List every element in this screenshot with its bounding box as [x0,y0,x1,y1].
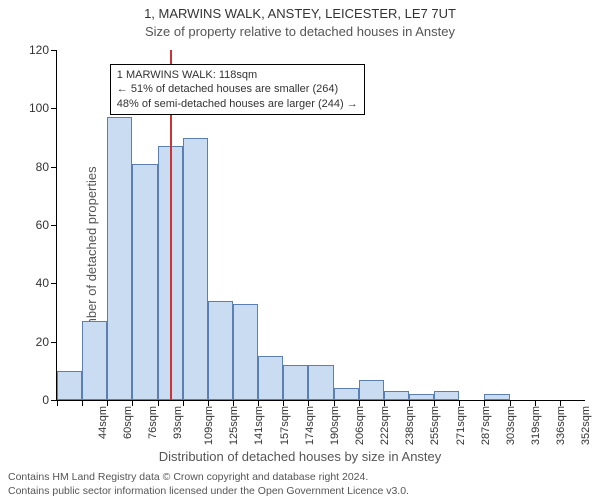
xtick-label: 255sqm [430,406,442,445]
figure-container: 1, MARWINS WALK, ANSTEY, LEICESTER, LE7 … [0,0,600,500]
ytick-label: 60 [36,218,49,232]
ytick-mark [51,108,57,109]
credits-line-2: Contains public sector information licen… [8,484,409,498]
xtick-mark [459,400,460,406]
ytick-mark [51,225,57,226]
xtick-label: 352sqm [580,406,592,445]
xtick-mark [107,400,108,406]
histogram-bar [308,365,333,400]
xtick-label: 190sqm [329,406,341,445]
xtick-mark [359,400,360,406]
credits: Contains HM Land Registry data © Crown c… [8,470,409,498]
xtick-label: 93sqm [172,406,184,439]
histogram-bar [409,394,434,400]
ytick-label: 40 [36,276,49,290]
ytick-label: 20 [36,335,49,349]
xtick-mark [158,400,159,406]
histogram-bar [233,304,258,400]
ytick-label: 100 [29,101,49,115]
xtick-label: 206sqm [354,406,366,445]
histogram-bar [132,164,157,400]
xtick-mark [57,400,58,406]
histogram-bar [484,394,509,400]
xtick-mark [283,400,284,406]
histogram-bar [384,391,409,400]
xtick-label: 141sqm [254,406,266,445]
ytick-mark [51,283,57,284]
histogram-bar [434,391,459,400]
ytick-mark [51,50,57,51]
xtick-mark [434,400,435,406]
histogram-bar [283,365,308,400]
ytick-label: 0 [42,393,49,407]
xtick-label: 157sqm [279,406,291,445]
xtick-mark [334,400,335,406]
xtick-mark [484,400,485,406]
ytick-mark [51,167,57,168]
xtick-label: 319sqm [530,406,542,445]
xtick-mark [208,400,209,406]
xtick-label: 60sqm [122,406,134,439]
xtick-label: 109sqm [203,406,215,445]
ytick-label: 80 [36,160,49,174]
chart-area: Number of detached properties 1 MARWINS … [0,46,600,466]
histogram-bar [82,321,107,400]
annotation-line-2: ← 51% of detached houses are smaller (26… [117,82,358,96]
xtick-label: 287sqm [480,406,492,445]
xtick-mark [233,400,234,406]
xtick-mark [308,400,309,406]
xtick-mark [510,400,511,406]
ytick-mark [51,342,57,343]
histogram-bar [258,356,283,400]
histogram-bar [334,388,359,400]
xtick-label: 222sqm [379,406,391,445]
xtick-label: 125sqm [228,406,240,445]
xtick-label: 174sqm [304,406,316,445]
histogram-bar [359,380,384,400]
xtick-label: 303sqm [505,406,517,445]
chart-title: 1, MARWINS WALK, ANSTEY, LEICESTER, LE7 … [0,6,600,21]
xtick-label: 336sqm [555,406,567,445]
xtick-label: 76sqm [147,406,159,439]
histogram-bar [183,138,208,401]
x-axis-label: Distribution of detached houses by size … [0,449,600,464]
xtick-label: 238sqm [404,406,416,445]
xtick-mark [560,400,561,406]
xtick-mark [82,400,83,406]
xtick-mark [535,400,536,406]
annotation-line-1: 1 MARWINS WALK: 118sqm [117,68,358,82]
histogram-bar [208,301,233,400]
xtick-mark [384,400,385,406]
histogram-bar [57,371,82,400]
annotation-line-3: 48% of semi-detached houses are larger (… [117,97,358,111]
xtick-mark [132,400,133,406]
histogram-bar [107,117,132,400]
xtick-mark [183,400,184,406]
chart-subtitle: Size of property relative to detached ho… [0,24,600,39]
annotation-box: 1 MARWINS WALK: 118sqm ← 51% of detached… [110,64,365,115]
ytick-label: 120 [29,43,49,57]
plot-region: 1 MARWINS WALK: 118sqm ← 51% of detached… [56,50,585,401]
xtick-label: 44sqm [97,406,109,439]
credits-line-1: Contains HM Land Registry data © Crown c… [8,470,409,484]
xtick-mark [409,400,410,406]
xtick-mark [258,400,259,406]
xtick-label: 271sqm [455,406,467,445]
